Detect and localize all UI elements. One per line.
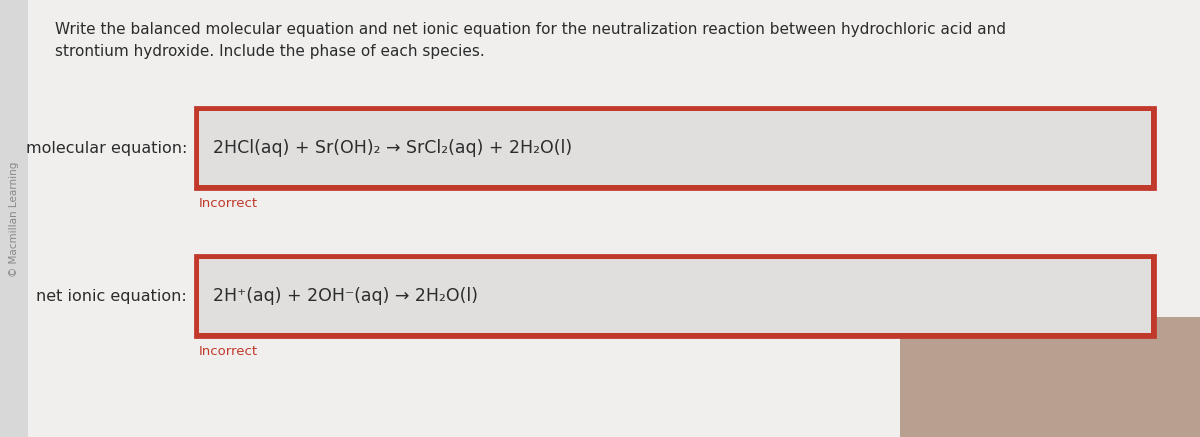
Text: 2H⁺(aq) + 2OH⁻(aq) → 2H₂O(l): 2H⁺(aq) + 2OH⁻(aq) → 2H₂O(l)	[214, 287, 478, 305]
FancyBboxPatch shape	[194, 107, 1154, 189]
FancyBboxPatch shape	[194, 255, 1154, 337]
Text: strontium hydroxide. Include the phase of each species.: strontium hydroxide. Include the phase o…	[55, 44, 485, 59]
Text: net ionic equation:: net ionic equation:	[36, 288, 187, 304]
Text: Write the balanced molecular equation and net ionic equation for the neutralizat: Write the balanced molecular equation an…	[55, 22, 1006, 37]
Text: Incorrect: Incorrect	[199, 197, 258, 210]
Text: 2HCl(aq) + Sr(OH)₂ → SrCl₂(aq) + 2H₂O(l): 2HCl(aq) + Sr(OH)₂ → SrCl₂(aq) + 2H₂O(l)	[214, 139, 572, 157]
Text: molecular equation:: molecular equation:	[25, 141, 187, 156]
Text: © Macmillan Learning: © Macmillan Learning	[8, 161, 19, 277]
FancyBboxPatch shape	[199, 259, 1151, 333]
Text: Incorrect: Incorrect	[199, 345, 258, 358]
FancyBboxPatch shape	[199, 111, 1151, 185]
FancyBboxPatch shape	[28, 0, 1200, 437]
FancyBboxPatch shape	[900, 317, 1200, 437]
